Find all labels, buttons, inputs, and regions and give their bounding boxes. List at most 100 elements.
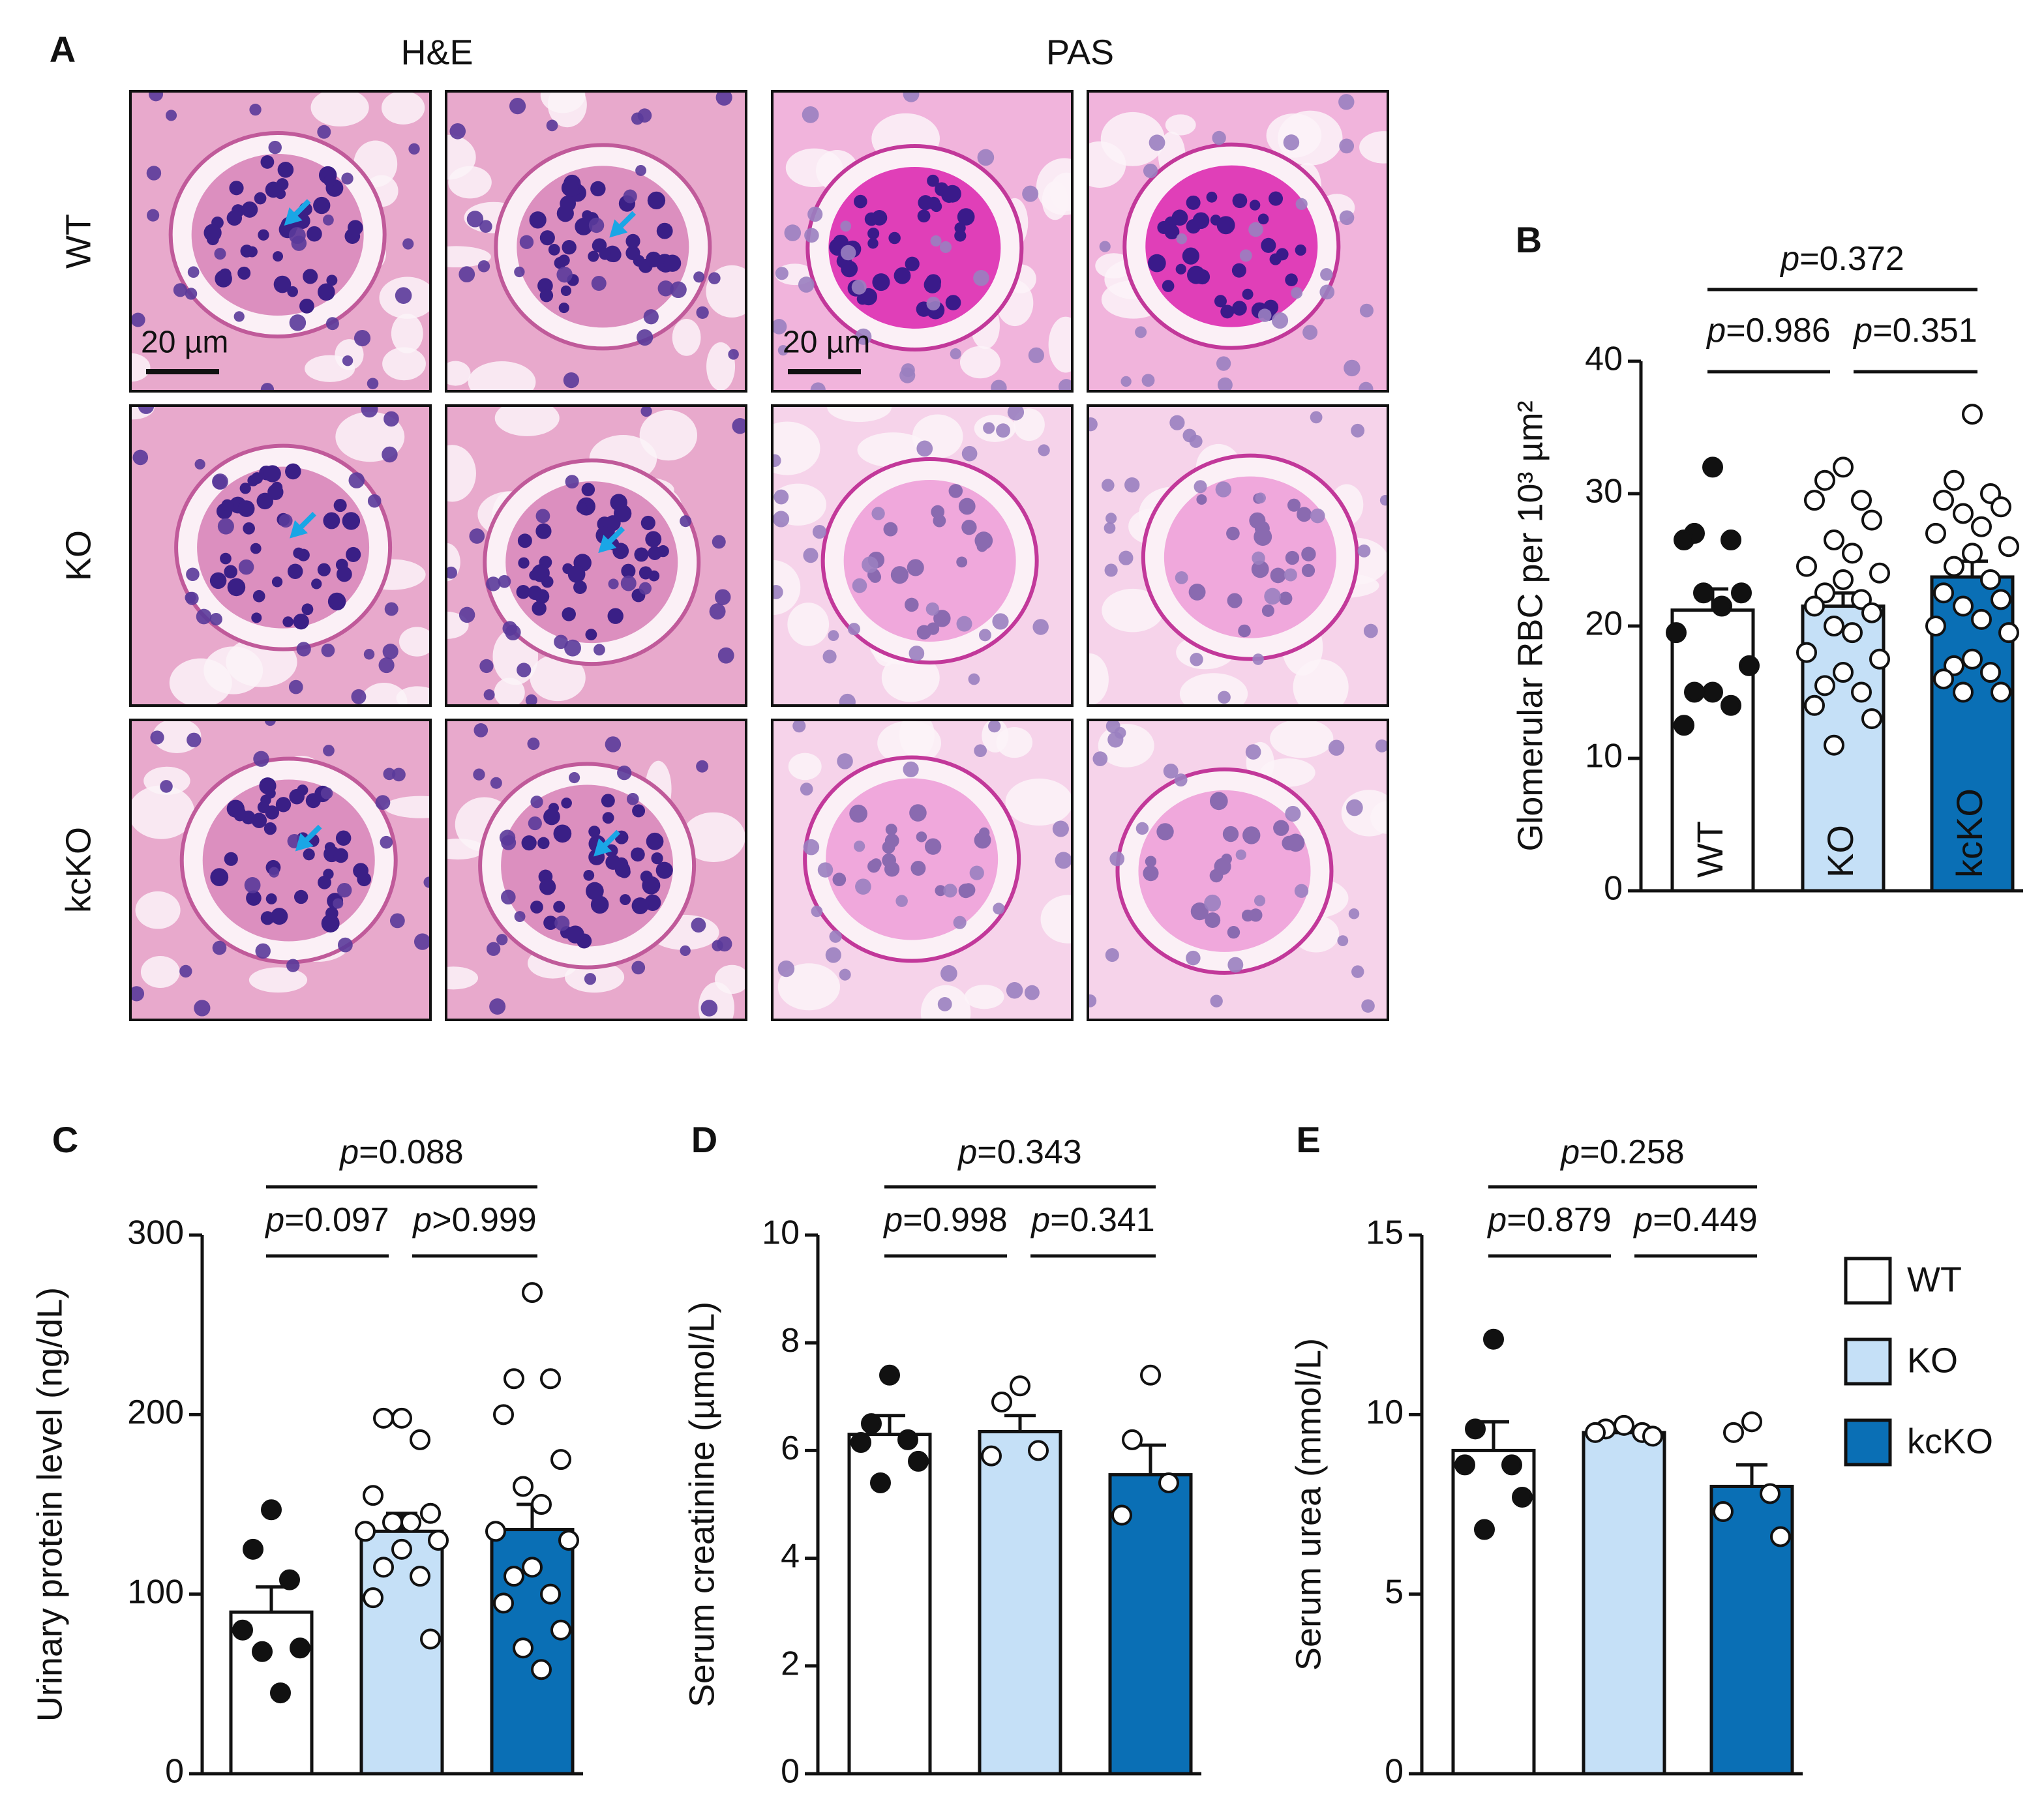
nucleus xyxy=(1092,751,1108,766)
nucleus xyxy=(299,298,314,314)
data-point xyxy=(428,1530,449,1551)
lumen xyxy=(964,985,1004,1009)
column-heading: PAS xyxy=(1046,33,1114,72)
nucleus xyxy=(209,572,227,589)
nucleus xyxy=(1257,308,1272,322)
nucleus xyxy=(613,504,632,523)
data-point xyxy=(1944,470,1964,491)
data-point xyxy=(1674,715,1694,736)
nucleus xyxy=(1220,305,1235,319)
data-point xyxy=(503,1368,524,1390)
nucleus xyxy=(212,475,227,490)
nucleus xyxy=(187,732,202,747)
nucleus xyxy=(992,613,1009,630)
panel-label: E xyxy=(1296,1119,1320,1160)
nucleus xyxy=(1088,994,1097,1007)
nucleus xyxy=(221,499,233,511)
nucleus xyxy=(217,518,234,535)
nucleus xyxy=(473,723,488,738)
lumen xyxy=(446,134,476,180)
data-point xyxy=(850,1432,871,1454)
nucleus xyxy=(1242,288,1254,300)
lumen xyxy=(857,432,929,468)
nucleus xyxy=(602,812,614,824)
nucleus xyxy=(1242,826,1261,844)
nucleus xyxy=(931,201,942,213)
nucleus xyxy=(1286,833,1305,852)
nucleus xyxy=(1375,739,1388,753)
nucleus xyxy=(926,296,940,311)
nucleus xyxy=(486,942,501,956)
nucleus xyxy=(395,287,412,305)
data-point xyxy=(1713,1501,1734,1523)
nucleus xyxy=(239,483,251,494)
data-point xyxy=(355,1521,376,1542)
data-point xyxy=(1739,655,1760,676)
micrograph-frame xyxy=(445,90,747,393)
nucleus xyxy=(288,679,303,694)
nucleus xyxy=(1363,623,1378,638)
lumen xyxy=(130,353,151,382)
nucleus xyxy=(367,378,379,389)
lumen xyxy=(827,406,892,423)
micrograph xyxy=(446,91,746,391)
lumen xyxy=(639,410,697,461)
micrograph-frame xyxy=(129,719,432,1021)
nucleus xyxy=(933,610,951,627)
nucleus xyxy=(1255,492,1266,503)
nucleus xyxy=(956,616,972,632)
data-point xyxy=(1741,1411,1762,1433)
lumen xyxy=(381,91,425,125)
nucleus xyxy=(852,578,867,593)
arrow-head xyxy=(290,520,308,539)
nucleus xyxy=(1232,193,1248,209)
lumen xyxy=(396,686,430,706)
nucleus xyxy=(285,463,301,480)
nucleus xyxy=(1248,222,1263,237)
nucleus xyxy=(1216,356,1231,371)
data-point xyxy=(1760,1483,1781,1504)
nucleus xyxy=(1252,653,1264,665)
y-tick-label: 0 xyxy=(1385,1753,1404,1791)
nucleus xyxy=(867,228,880,240)
nucleus xyxy=(264,720,276,726)
nucleus xyxy=(293,613,309,630)
nucleus xyxy=(639,566,653,580)
nucleus xyxy=(479,659,494,674)
data-point xyxy=(290,1637,310,1659)
legend-swatch xyxy=(1844,1337,1892,1386)
nucleus xyxy=(1338,94,1355,110)
lumen xyxy=(446,445,476,502)
data-point xyxy=(1702,456,1723,478)
nucleus xyxy=(539,288,554,303)
nucleus xyxy=(953,916,967,929)
nucleus xyxy=(313,196,331,215)
data-point xyxy=(1814,675,1835,696)
nucleus xyxy=(479,220,492,233)
nucleus xyxy=(561,798,572,809)
data-point xyxy=(1585,1422,1606,1443)
nucleus xyxy=(991,380,1007,391)
nucleus xyxy=(1190,653,1203,666)
lumen xyxy=(446,966,479,990)
data-point xyxy=(1861,509,1882,531)
y-tick-label: 200 xyxy=(127,1394,184,1431)
nucleus xyxy=(1271,312,1289,329)
nucleus xyxy=(1088,417,1098,432)
nucleus xyxy=(254,192,267,205)
nucleus xyxy=(269,867,280,878)
nucleus xyxy=(1257,213,1269,225)
nucleus xyxy=(449,123,466,140)
nucleus xyxy=(548,243,560,256)
nucleus xyxy=(1120,376,1132,387)
data-point xyxy=(1998,536,2019,558)
nucleus xyxy=(233,809,246,822)
nucleus xyxy=(389,913,405,929)
nucleus xyxy=(240,245,254,258)
nucleus xyxy=(1254,895,1266,906)
y-axis-label: Serum urea (mmol/L) xyxy=(1289,1338,1328,1671)
nucleus xyxy=(383,411,399,427)
nucleus xyxy=(1143,163,1158,179)
nucleus xyxy=(224,565,238,579)
